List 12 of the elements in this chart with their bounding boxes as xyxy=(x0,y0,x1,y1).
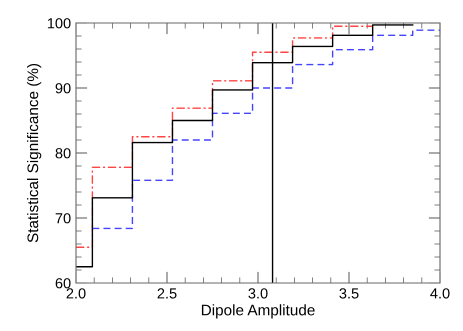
y-tick-label: 70 xyxy=(56,213,71,224)
x-tick-label: 2.5 xyxy=(158,288,177,299)
y-axis-title: Statistical Significance (%) xyxy=(27,64,42,242)
x-tick-label: 3.0 xyxy=(248,288,268,299)
x-tick-label: 3.5 xyxy=(339,288,359,299)
x-axis-title: Dipole Amplitude xyxy=(202,304,315,318)
y-tick-label: 100 xyxy=(48,18,71,28)
y-tick-label: 90 xyxy=(56,83,71,94)
y-tick-label: 80 xyxy=(56,148,71,158)
y-tick-label: 60 xyxy=(56,278,71,288)
x-tick-label: 4.0 xyxy=(430,288,450,299)
x-tick-label: 2.0 xyxy=(66,288,86,299)
